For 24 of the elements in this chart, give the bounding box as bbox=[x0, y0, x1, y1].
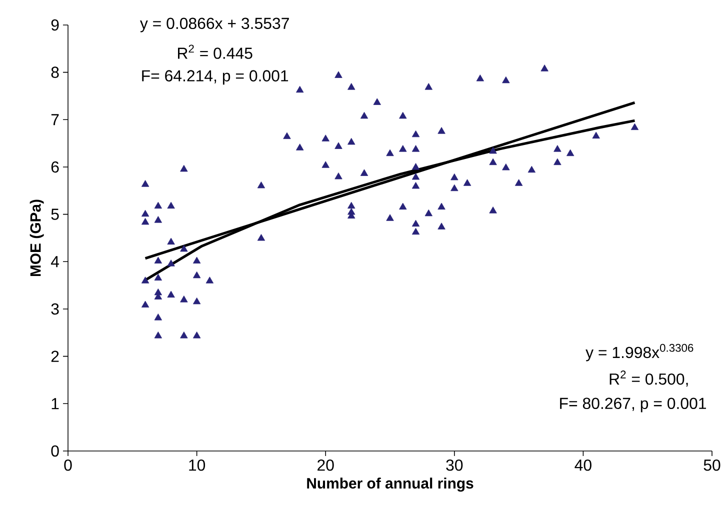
x-tick-label: 20 bbox=[318, 460, 334, 471]
x-tick-label: 10 bbox=[189, 460, 206, 471]
y-tick-label: 5 bbox=[51, 208, 59, 220]
x-axis-title: Number of annual rings bbox=[307, 478, 474, 492]
annotation: F= 80.267, p = 0.001 bbox=[560, 398, 706, 412]
x-tick-label: 50 bbox=[704, 460, 720, 471]
y-tick-label: 0 bbox=[51, 445, 59, 457]
y-tick-label: 2 bbox=[51, 350, 59, 362]
y-tick-label: 6 bbox=[51, 161, 59, 173]
y-tick-label: 9 bbox=[51, 19, 59, 31]
y-tick-label: 4 bbox=[50, 256, 60, 268]
annotation: y = 0.0866x + 3.5537 bbox=[140, 18, 289, 32]
annotation: y = 1.998x$^{0.3306}$ bbox=[586, 344, 694, 362]
y-tick-label: 3 bbox=[51, 303, 59, 315]
annotation: R$^{2}$ = 0.500, bbox=[610, 370, 688, 387]
annotation: F= 64.214, p = 0.001 bbox=[142, 70, 288, 85]
annotation: R$^{2}$ = 0.445 bbox=[178, 44, 252, 59]
y-tick-label: 1 bbox=[52, 398, 59, 410]
x-tick-label: 30 bbox=[446, 460, 463, 471]
x-tick-label: 40 bbox=[574, 460, 592, 471]
x-tick-label: 0 bbox=[64, 460, 72, 471]
y-axis-title: MOE (GPa) bbox=[30, 200, 44, 276]
y-tick-label: 8 bbox=[51, 66, 59, 78]
y-tick-label: 7 bbox=[51, 114, 59, 126]
